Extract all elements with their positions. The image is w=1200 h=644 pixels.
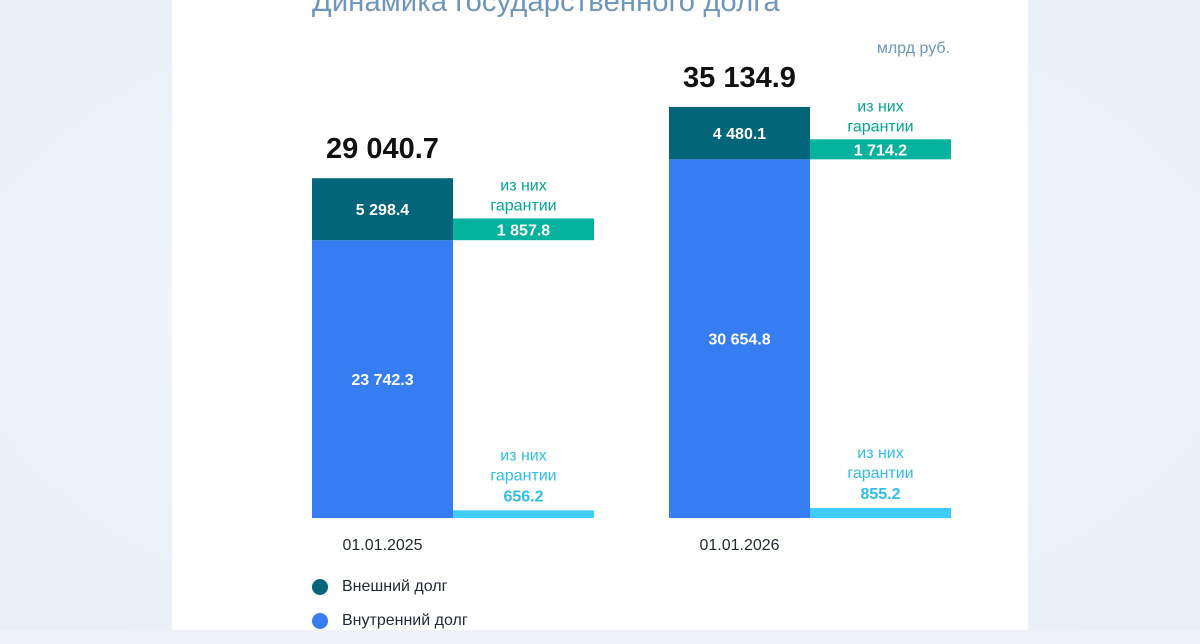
total-label-1: 35 134.9 bbox=[683, 62, 796, 94]
category-label-1: 01.01.2026 bbox=[699, 537, 779, 554]
domestic-guarantee-caption-line2-0: гарантии bbox=[490, 467, 556, 484]
legend-label-domestic: Внутренний долг bbox=[342, 612, 468, 629]
label-domestic-1: 30 654.8 bbox=[708, 332, 770, 349]
domestic-guarantee-caption-line1-0: из них bbox=[500, 447, 547, 464]
bar-external-1 bbox=[669, 106, 810, 160]
bar-domestic-1 bbox=[669, 159, 810, 518]
bar-domestic-guarantee-1 bbox=[810, 507, 951, 518]
category-label-0: 01.01.2025 bbox=[342, 537, 422, 554]
external-guarantee-caption-line1-1: из них bbox=[857, 98, 904, 115]
label-external-0: 5 298.4 bbox=[356, 202, 409, 219]
external-guarantee-caption-line2-1: гарантии bbox=[847, 118, 913, 135]
total-label-0: 29 040.7 bbox=[326, 133, 439, 165]
bar-external-0 bbox=[312, 178, 453, 241]
label-external-guarantee-1: 1 714.2 bbox=[854, 142, 907, 159]
legend-item-domestic: Внутренний долг bbox=[312, 610, 468, 632]
bar-external-guarantee-1 bbox=[810, 139, 951, 160]
external-guarantee-caption-line2-0: гарантии bbox=[490, 197, 556, 214]
legend-label-external: Внешний долг bbox=[342, 578, 448, 595]
chart-title: Динамика государственного долга bbox=[312, 0, 780, 18]
external-guarantee-caption-line1-0: из них bbox=[500, 177, 547, 194]
chart-card: Динамика государственного долга млрд руб… bbox=[172, 0, 1028, 630]
legend-item-external: Внешний долг bbox=[312, 576, 468, 598]
label-external-1: 4 480.1 bbox=[713, 126, 766, 143]
bar-external-guarantee-0 bbox=[453, 218, 594, 241]
legend-dot-external bbox=[312, 579, 328, 595]
bar-domestic-0 bbox=[312, 240, 453, 518]
label-domestic-0: 23 742.3 bbox=[351, 372, 413, 389]
domestic-guarantee-caption-line1-1: из них bbox=[857, 445, 904, 462]
bar-domestic-guarantee-0 bbox=[453, 510, 594, 518]
domestic-guarantee-caption-line2-1: гарантии bbox=[847, 465, 913, 482]
debt-chart: 23 742.3 5 298.4 29 040.7 01.01.2025 1 857.8… bbox=[312, 62, 951, 554]
legend: Внешний долг Внутренний долг bbox=[312, 576, 468, 644]
label-external-guarantee-0: 1 857.8 bbox=[497, 222, 550, 239]
legend-dot-domestic bbox=[312, 613, 328, 629]
unit-label: млрд руб. bbox=[876, 40, 950, 57]
label-domestic-guarantee-0: 656.2 bbox=[503, 488, 543, 505]
label-domestic-guarantee-1: 855.2 bbox=[860, 486, 900, 503]
